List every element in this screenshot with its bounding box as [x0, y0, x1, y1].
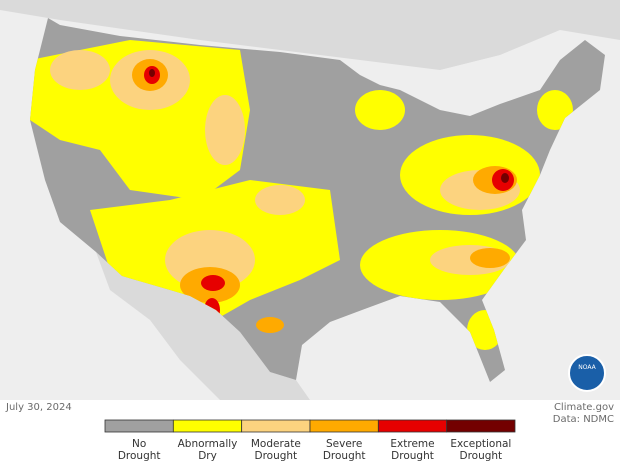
legend-label: Moderate — [251, 438, 301, 450]
noaa-logo — [568, 354, 606, 392]
legend-swatch — [309, 419, 379, 433]
legend-label: Abnormally — [178, 438, 238, 450]
legend-label: No — [132, 438, 146, 450]
legend-label: Drought — [323, 450, 366, 462]
legend-label: Dry — [198, 450, 217, 462]
data-credit: Data: NDMC — [553, 414, 614, 425]
canada — [0, 0, 620, 70]
legend-label: Drought — [459, 450, 502, 462]
legend-swatch — [241, 419, 311, 433]
legend-label: Drought — [254, 450, 297, 462]
legend: NoDroughtAbnormallyDryModerateDroughtSev… — [104, 419, 516, 462]
legend-label: Extreme — [390, 438, 434, 450]
legend-swatch — [446, 419, 516, 433]
legend-label: Severe — [326, 438, 362, 450]
logo-text: NOAA — [578, 364, 596, 371]
legend-swatch — [104, 419, 174, 433]
exceptional-drought-areas — [149, 69, 509, 183]
source: Climate.gov — [554, 402, 614, 413]
legend-swatch — [377, 419, 448, 433]
legend-label: Drought — [118, 450, 161, 462]
legend-swatch — [172, 419, 243, 433]
date: July 30, 2024 — [5, 402, 72, 413]
legend-label: Drought — [391, 450, 434, 462]
legend-label: Exceptional — [450, 438, 511, 450]
mexico — [96, 252, 310, 400]
